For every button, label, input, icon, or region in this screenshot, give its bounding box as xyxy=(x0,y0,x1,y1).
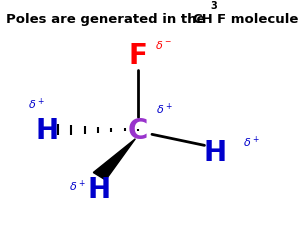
Text: CH: CH xyxy=(192,13,213,26)
Text: $\delta^+$: $\delta^+$ xyxy=(243,134,260,149)
Text: $\delta^-$: $\delta^-$ xyxy=(155,39,171,51)
Text: H: H xyxy=(35,116,59,144)
Text: $\delta^+$: $\delta^+$ xyxy=(28,96,44,112)
Text: H: H xyxy=(88,176,111,204)
Text: $\delta^+$: $\delta^+$ xyxy=(156,101,173,116)
Polygon shape xyxy=(93,139,135,180)
Text: 3: 3 xyxy=(211,1,217,11)
Text: F: F xyxy=(129,42,148,70)
Text: Poles are generated in the: Poles are generated in the xyxy=(6,13,210,26)
Text: $\delta^+$: $\delta^+$ xyxy=(69,178,86,193)
Text: C: C xyxy=(128,116,148,144)
Text: F molecule: F molecule xyxy=(217,13,299,26)
Text: H: H xyxy=(204,138,227,166)
